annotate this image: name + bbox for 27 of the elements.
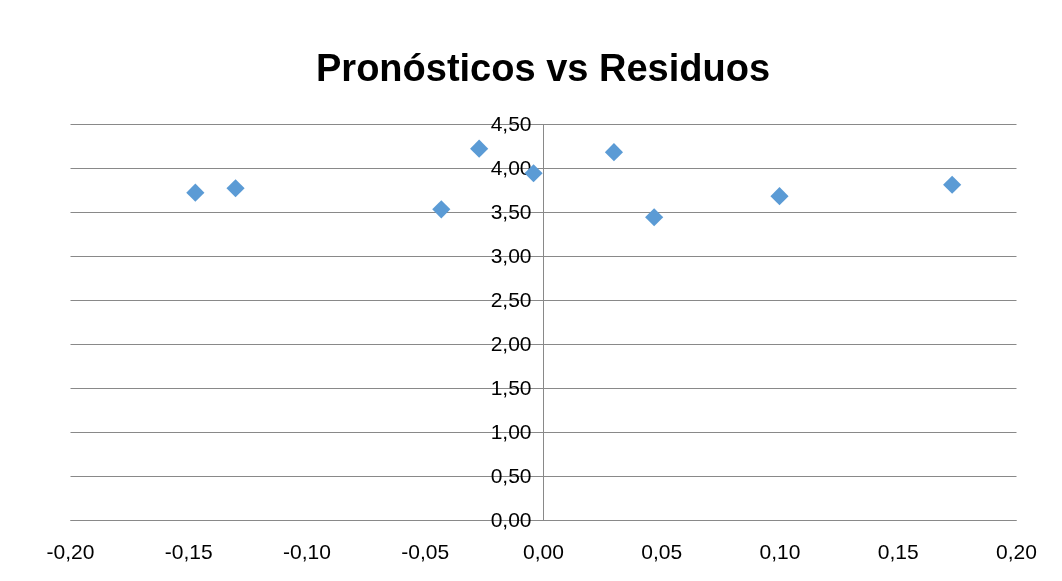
x-tick-label: 0,05	[641, 539, 683, 563]
point	[604, 143, 624, 162]
y-tick-label: 3,00	[490, 243, 532, 267]
y-tick-label: 1,50	[490, 375, 532, 399]
x-tick-label: 0,00	[523, 539, 564, 563]
point	[226, 179, 245, 198]
point	[470, 139, 489, 158]
x-tick-label: 0,10	[759, 539, 801, 563]
point	[432, 200, 451, 219]
chart-title: Pronósticos vs Residuos	[315, 47, 771, 89]
y-tick-label: 3,50	[490, 199, 532, 223]
y-tick-label: 1,00	[490, 419, 532, 443]
y-tick-label: 0,50	[490, 463, 532, 487]
point	[770, 187, 789, 206]
x-tick-label: -0,05	[401, 539, 450, 563]
point	[186, 183, 205, 202]
point	[943, 175, 962, 194]
x-tick-label: 0,20	[996, 539, 1037, 563]
x-tick-label: -0,20	[46, 539, 95, 563]
y-tick-label: 2,00	[490, 331, 532, 355]
x-tick-label: 0,15	[877, 539, 919, 563]
x-tick-label: -0,15	[164, 539, 213, 563]
y-tick-label: 0,00	[490, 507, 532, 531]
y-tick-label: 2,50	[490, 287, 532, 311]
y-tick-label: 4,50	[490, 111, 532, 135]
point	[645, 208, 664, 227]
x-tick-label: -0,10	[283, 539, 331, 563]
